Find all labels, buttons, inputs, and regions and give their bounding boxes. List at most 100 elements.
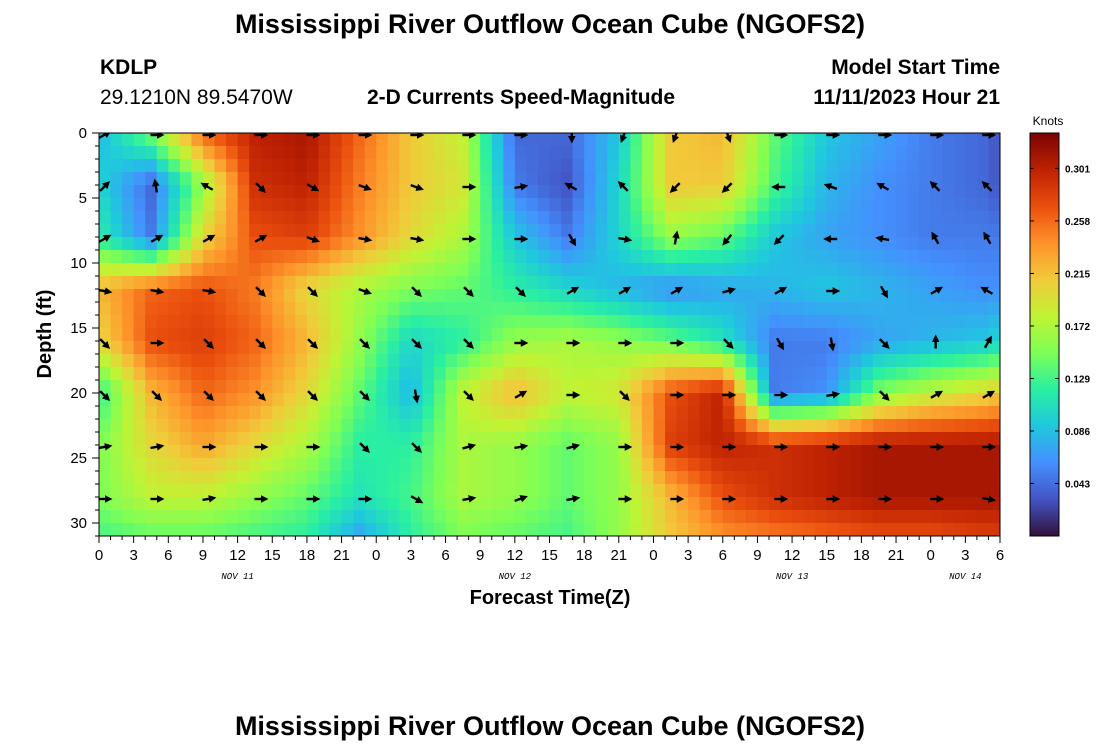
heatmap-cell	[341, 523, 354, 536]
heatmap-cell	[780, 380, 793, 394]
heatmap-cell	[745, 146, 759, 160]
heatmap-cell	[410, 315, 424, 329]
heatmap-cell	[122, 380, 135, 394]
heatmap-cell	[306, 419, 320, 433]
heatmap-cell	[722, 458, 735, 472]
current-arrow	[568, 233, 577, 247]
heatmap-cell	[607, 159, 620, 173]
heatmap-cell	[526, 185, 539, 199]
heatmap-cell	[445, 367, 458, 381]
heatmap-cell	[179, 445, 193, 459]
heatmap-cell	[849, 185, 862, 199]
heatmap-cell	[653, 523, 666, 536]
heatmap-cell	[711, 523, 724, 536]
x-tick-label: 0	[372, 547, 380, 564]
heatmap-cell	[745, 471, 759, 485]
heatmap-cell	[665, 510, 678, 524]
x-tick-label: 15	[264, 547, 281, 564]
heatmap-cell	[919, 172, 932, 186]
heatmap-cell	[572, 406, 585, 420]
heatmap-cell	[353, 523, 366, 536]
heatmap-cell	[341, 224, 354, 238]
heatmap-cell	[145, 380, 158, 394]
heatmap-cell	[283, 159, 296, 173]
heatmap-cell	[953, 380, 966, 394]
heatmap-cell	[168, 406, 181, 420]
heatmap-cell	[283, 250, 296, 264]
heatmap-cell	[457, 159, 470, 173]
heatmap-cell	[641, 419, 655, 433]
heatmap-cell	[988, 185, 1000, 199]
heatmap-cell	[364, 471, 377, 485]
heatmap-cell	[122, 458, 135, 472]
heatmap-cell	[122, 341, 135, 355]
heatmap-cell	[861, 302, 874, 316]
heatmap-cell	[745, 432, 759, 446]
heatmap-cell	[549, 341, 562, 355]
heatmap-cell	[445, 380, 458, 394]
heatmap-cell	[537, 445, 551, 459]
heatmap-cell	[757, 328, 770, 342]
model-start-value: 11/11/2023 Hour 21	[813, 86, 1000, 109]
heatmap-cell	[745, 185, 759, 199]
heatmap-cell	[156, 367, 169, 381]
heatmap-cell	[387, 393, 400, 407]
heatmap-cell	[330, 133, 343, 147]
heatmap-cell	[988, 159, 1000, 173]
heatmap-cell	[549, 237, 562, 251]
heatmap-cell	[757, 263, 770, 277]
heatmap-cell	[872, 406, 886, 420]
heatmap-cell	[376, 458, 389, 472]
heatmap-cell	[907, 380, 920, 394]
heatmap-cell	[295, 328, 308, 342]
current-arrow	[412, 389, 420, 404]
heatmap-cell	[202, 523, 216, 536]
heatmap-cell	[665, 523, 678, 536]
heatmap-cell	[711, 146, 724, 160]
heatmap-cell	[272, 471, 285, 485]
heatmap-cell	[780, 302, 793, 316]
colorbar-unit: Knots	[1033, 114, 1064, 128]
current-arrow	[930, 390, 944, 399]
heatmap-cell	[445, 315, 458, 329]
heatmap-cell	[445, 185, 458, 199]
heatmap-cell	[618, 276, 631, 290]
current-arrow	[358, 287, 372, 295]
heatmap-cell	[202, 159, 216, 173]
heatmap-cell	[202, 471, 216, 485]
heatmap-cell	[953, 250, 966, 264]
heatmap-cell	[665, 497, 678, 511]
heatmap-cell	[99, 458, 112, 472]
heatmap-cell	[953, 484, 966, 498]
heatmap-cell	[965, 211, 978, 225]
heatmap-cell	[168, 250, 181, 264]
heatmap-cell	[491, 510, 504, 524]
heatmap-cell	[237, 458, 250, 472]
heatmap-cell	[514, 484, 527, 498]
heatmap-cell	[341, 172, 354, 186]
heatmap-cell	[849, 250, 862, 264]
heatmap-cell	[341, 484, 354, 498]
heatmap-cell	[457, 237, 470, 251]
heatmap-cell	[526, 458, 539, 472]
heatmap-cell	[630, 354, 643, 368]
heatmap-cell	[295, 523, 308, 536]
heatmap-cell	[226, 289, 239, 303]
heatmap-cell	[353, 172, 366, 186]
heatmap-cell	[965, 159, 978, 173]
heatmap-cell	[445, 172, 458, 186]
heatmap-cell	[237, 211, 250, 225]
heatmap-cell	[145, 432, 158, 446]
heatmap-cell	[457, 211, 470, 225]
heatmap-cell	[122, 133, 135, 147]
heatmap-cell	[330, 445, 343, 459]
heatmap-cell	[549, 510, 562, 524]
heatmap-cell	[942, 510, 955, 524]
heatmap-cell	[792, 198, 805, 212]
heatmap-cell	[191, 276, 204, 290]
heatmap-cell	[537, 302, 551, 316]
heatmap-cell	[399, 341, 412, 355]
heatmap-cell	[872, 224, 886, 238]
heatmap-cell	[237, 367, 250, 381]
heatmap-cell	[618, 211, 631, 225]
